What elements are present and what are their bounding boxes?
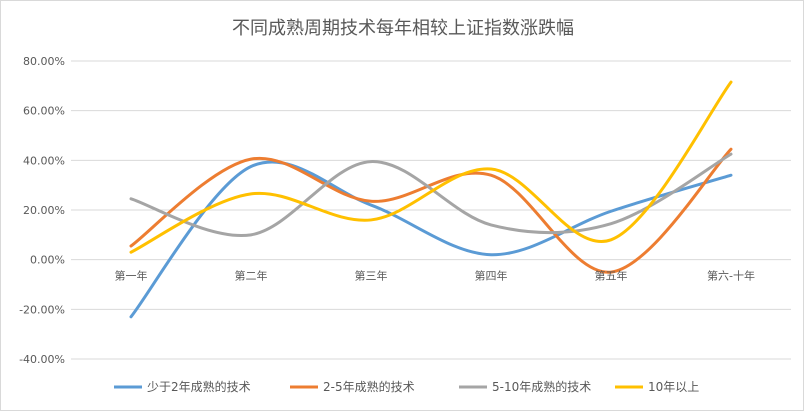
x-tick-label: 第四年: [475, 269, 508, 283]
series-lines: [129, 80, 733, 319]
x-tick-label: 第六-十年: [707, 269, 755, 283]
x-tick-label: 第二年: [235, 269, 268, 283]
chart-title: 不同成熟周期技术每年相较上证指数涨跌幅: [232, 18, 574, 39]
y-tick-label: 20.00%: [23, 204, 65, 217]
gridlines: [71, 60, 791, 360]
y-tick-label: -40.00%: [19, 353, 65, 366]
series-line-1: [129, 160, 733, 319]
x-axis-ticks: 第一年 第二年 第三年 第四年 第五年 第六-十年: [115, 269, 755, 283]
x-tick-label: 第三年: [355, 269, 388, 283]
y-tick-label: 0.00%: [30, 254, 65, 267]
series-line-3: [129, 152, 733, 238]
y-tick-label: -20.00%: [19, 303, 65, 316]
y-tick-label: 40.00%: [23, 154, 65, 167]
legend-label: 少于2年成熟的技术: [147, 379, 251, 394]
y-tick-label: 80.00%: [23, 55, 65, 68]
series-line-2: [129, 147, 733, 274]
legend: 少于2年成熟的技术 2-5年成熟的技术 5-10年成熟的技术 10年以上: [114, 379, 699, 394]
legend-label: 5-10年成熟的技术: [492, 379, 591, 394]
x-tick-label: 第五年: [595, 269, 628, 283]
legend-label: 2-5年成熟的技术: [323, 379, 415, 394]
y-axis-ticks: -40.00% -20.00% 0.00% 20.00% 40.00% 60.00% 80.…: [19, 55, 65, 366]
x-tick-label: 第一年: [115, 269, 148, 283]
legend-label: 10年以上: [648, 380, 699, 394]
series-line-4: [129, 80, 733, 254]
y-tick-label: 60.00%: [23, 105, 65, 118]
